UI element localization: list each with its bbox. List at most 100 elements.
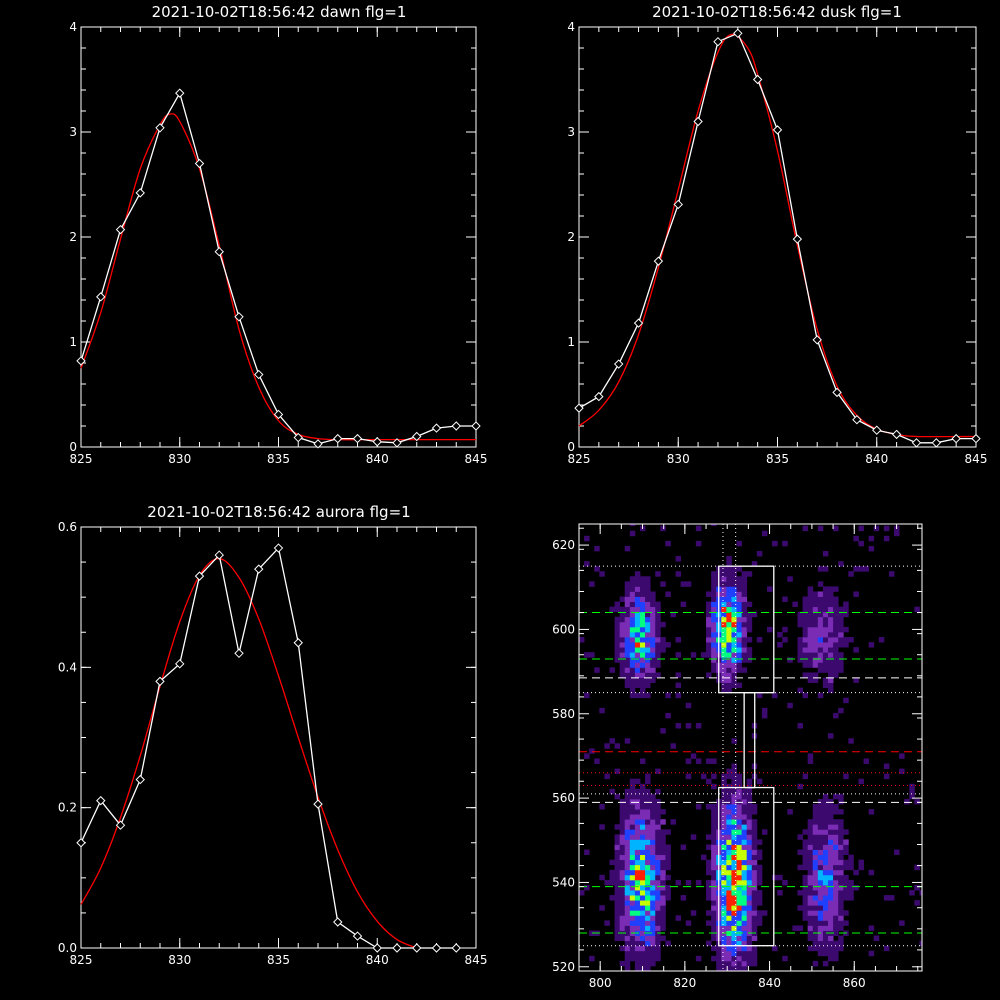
heatmap-cell <box>838 940 844 947</box>
heatmap-cell <box>655 642 661 648</box>
heatmap-cell <box>751 890 758 896</box>
heatmap-cell <box>827 910 834 916</box>
heatmap-cell <box>853 677 859 683</box>
heatmap-cell <box>802 839 809 845</box>
heatmap-cell <box>629 626 636 633</box>
heatmap-cell <box>655 895 661 901</box>
heatmap-cell <box>645 637 651 643</box>
heatmap-cell <box>802 890 809 896</box>
heatmap-cell <box>822 586 829 592</box>
heatmap-cell <box>736 844 743 850</box>
heatmap-cell <box>634 621 641 628</box>
heatmap-cell <box>751 804 758 810</box>
heatmap-cell <box>822 905 829 911</box>
heatmap-cell <box>741 788 748 795</box>
heatmap-cell <box>817 920 824 926</box>
heatmap-cell <box>838 869 844 876</box>
heatmap-cell <box>629 905 636 911</box>
heatmap-cell <box>751 849 758 856</box>
heatmap-cell <box>822 874 829 881</box>
heatmap-cell <box>726 667 732 673</box>
heatmap-cell <box>614 616 621 623</box>
heatmap-cell <box>645 920 651 926</box>
heatmap-cell <box>756 864 763 871</box>
heatmap-cell <box>731 925 737 931</box>
heatmap-cell <box>629 910 636 916</box>
heatmap-cell <box>731 672 737 678</box>
heatmap-cell <box>629 783 636 790</box>
heatmap-cell <box>726 915 732 921</box>
heatmap-cell <box>833 864 839 871</box>
heatmap-cell <box>802 642 809 648</box>
heatmap-cell <box>624 940 631 947</box>
heatmap-cell <box>634 637 641 643</box>
heatmap-cell <box>639 788 646 795</box>
heatmap-cell <box>629 621 636 628</box>
heatmap-cell <box>807 601 814 608</box>
heatmap-cell <box>634 682 641 689</box>
heatmap-cell <box>650 859 656 866</box>
heatmap-cell <box>624 652 631 658</box>
heatmap-cell <box>838 849 844 856</box>
heatmap-cell <box>797 864 803 871</box>
heatmap-cell <box>711 616 717 623</box>
heatmap-cell <box>746 571 753 577</box>
heatmap-cell <box>726 652 732 658</box>
heatmap-cell <box>736 900 743 906</box>
data-point <box>155 676 165 687</box>
heatmap-cell <box>619 884 626 891</box>
heatmap-cell <box>746 910 753 916</box>
heatmap-cell <box>650 925 656 931</box>
heatmap-cell <box>736 874 743 881</box>
heatmap-cell <box>736 631 743 638</box>
heatmap-cell <box>629 672 636 678</box>
heatmap-cell <box>655 631 661 638</box>
heatmap-cell <box>751 950 758 957</box>
heatmap-cell <box>639 606 646 613</box>
heatmap-cell <box>629 849 636 856</box>
heatmap-cell <box>807 905 814 911</box>
heatmap-cell <box>741 900 748 906</box>
heatmap-cell <box>711 910 717 916</box>
heatmap-cell <box>634 657 641 663</box>
heatmap-cell <box>736 788 743 795</box>
heatmap-cell <box>843 626 849 633</box>
y-tick-label: 620 <box>552 538 575 552</box>
heatmap-cell <box>812 864 819 871</box>
heatmap-cell <box>721 945 727 952</box>
heatmap-cell <box>802 647 809 653</box>
heatmap-cell <box>756 920 763 926</box>
heatmap-cell <box>624 586 631 592</box>
y-tick-label: 600 <box>552 622 575 636</box>
heatmap-cell <box>655 955 661 962</box>
heatmap-cell <box>614 869 621 876</box>
heatmap-cell <box>614 637 621 643</box>
data-point <box>155 123 165 133</box>
heatmap-cell <box>812 616 819 623</box>
heatmap-cell <box>817 652 824 658</box>
heatmap-cell <box>650 955 656 962</box>
heatmap-cell <box>868 809 875 815</box>
heatmap-cell <box>650 869 656 876</box>
data-point <box>214 550 224 560</box>
heatmap-cell <box>634 890 641 896</box>
heatmap-cell <box>624 824 631 830</box>
heatmap-cell <box>660 849 666 856</box>
heatmap-cell <box>726 768 732 775</box>
heatmap-cell <box>777 642 783 648</box>
heatmap-cell <box>746 874 753 881</box>
heatmap-cell <box>655 626 661 633</box>
heatmap-cell <box>833 621 839 628</box>
heatmap-cell <box>838 667 844 673</box>
heatmap-cell <box>624 930 631 936</box>
dawn-title: 2021-10-02T18:56:42 dawn flg=1 <box>152 3 407 21</box>
heatmap-cell <box>665 884 671 891</box>
heatmap-cell <box>706 601 712 608</box>
heatmap-cell <box>807 869 814 876</box>
heatmap-cell <box>619 915 626 921</box>
heatmap-cell <box>868 545 875 552</box>
heatmap-cell <box>807 677 814 683</box>
heatmap-cell <box>736 540 743 547</box>
heatmap-cell <box>817 879 824 886</box>
